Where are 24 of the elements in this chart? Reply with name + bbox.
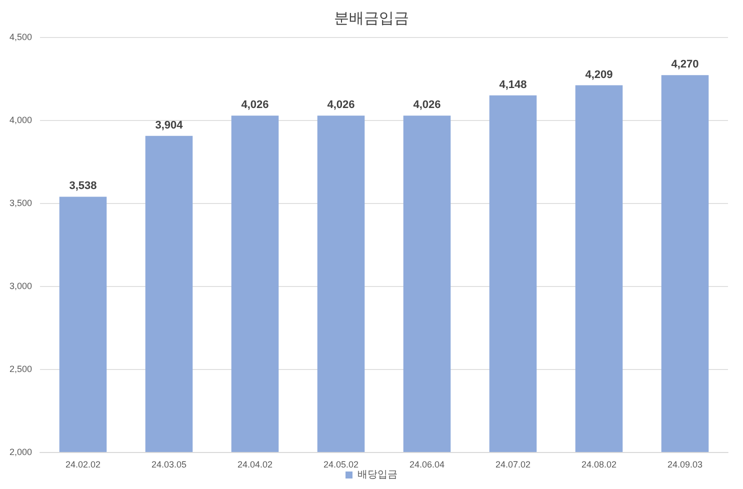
x-tick-label: 24.09.03 xyxy=(667,460,703,470)
x-tick-label: 24.04.02 xyxy=(237,460,273,470)
data-label: 4,026 xyxy=(241,99,269,112)
data-label: 4,026 xyxy=(413,99,441,112)
y-tick-label: 3,000 xyxy=(9,281,32,291)
data-label: 4,148 xyxy=(499,78,527,91)
y-tick-label: 3,500 xyxy=(9,198,32,208)
data-label: 4,270 xyxy=(671,58,699,71)
x-tick-label: 24.08.02 xyxy=(581,460,617,470)
y-tick-label: 4,500 xyxy=(9,32,32,42)
x-tick-label: 24.03.05 xyxy=(151,460,187,470)
x-tick-label: 24.05.02 xyxy=(323,460,359,470)
data-label: 3,904 xyxy=(155,119,184,132)
y-tick-label: 2,000 xyxy=(9,447,32,457)
x-tick-label: 24.02.02 xyxy=(65,460,101,470)
data-label: 4,026 xyxy=(327,99,355,112)
legend-label: 배당입금 xyxy=(358,470,398,480)
chart-title: 분배금입금 xyxy=(334,10,409,27)
data-label: 4,209 xyxy=(585,68,613,81)
data-label: 3,538 xyxy=(69,180,97,192)
x-tick-label: 24.07.02 xyxy=(495,460,531,470)
x-tick-label: 24.06.04 xyxy=(409,460,445,470)
y-tick-label: 2,500 xyxy=(9,364,32,374)
y-tick-label: 4,000 xyxy=(9,115,32,125)
